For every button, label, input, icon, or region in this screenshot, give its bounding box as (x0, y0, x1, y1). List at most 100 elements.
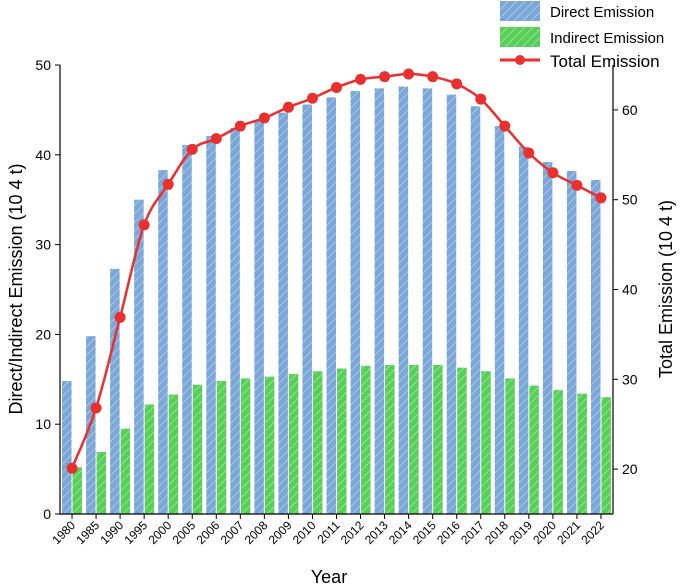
y2-axis-label: Total Emission (10 4 t) (656, 200, 676, 378)
x-tick-label-2011: 2011 (314, 518, 342, 546)
bar-direct-2009 (278, 112, 288, 515)
point-total-2020 (547, 167, 559, 179)
x-tick-label-1995: 1995 (121, 518, 150, 547)
indirect-emission-bars (72, 364, 611, 514)
y-tick-label-10: 10 (35, 416, 51, 432)
x-ticks: 1980198519901995200020052006200720082009… (49, 514, 607, 547)
direct-emission-bars (62, 86, 601, 515)
bar-indirect-1990 (120, 428, 131, 514)
bar-indirect-2020 (553, 390, 563, 514)
point-total-2012 (355, 73, 367, 85)
point-total-2009 (282, 101, 294, 113)
bar-direct-1990 (110, 268, 120, 514)
y-tick-label-30: 30 (35, 237, 51, 253)
bar-direct-2022 (590, 179, 601, 514)
bar-indirect-1985 (96, 452, 107, 514)
x-tick-label-1980: 1980 (49, 518, 78, 547)
x-tick-label-1990: 1990 (97, 518, 126, 547)
x-tick-label-2010: 2010 (290, 518, 319, 547)
y-tick-label-20: 20 (35, 326, 51, 342)
bar-indirect-2005 (192, 384, 203, 514)
legend: Direct Emission Indirect Emission Total … (500, 1, 664, 71)
x-tick-label-2015: 2015 (410, 518, 439, 547)
bar-direct-1995 (134, 199, 144, 514)
point-total-1980 (66, 462, 78, 474)
bar-direct-2000 (158, 170, 168, 515)
bar-indirect-2013 (385, 364, 395, 514)
legend-label-direct: Direct Emission (550, 4, 654, 21)
point-total-2014 (403, 68, 415, 80)
point-total-2005 (186, 143, 198, 155)
bar-direct-2020 (542, 161, 553, 514)
bar-indirect-2015 (433, 364, 443, 514)
bar-indirect-2012 (361, 365, 371, 514)
point-total-2007 (234, 120, 246, 132)
legend-marker-total (515, 55, 525, 65)
x-tick-label-2020: 2020 (530, 518, 559, 547)
bar-direct-2007 (230, 127, 240, 515)
bar-direct-2015 (422, 88, 433, 515)
y-tick-label-0: 0 (43, 506, 51, 522)
bar-direct-1980 (62, 381, 72, 514)
y2-tick-label-30: 30 (622, 371, 638, 387)
point-total-2006 (210, 133, 222, 145)
x-tick-label-1985: 1985 (73, 518, 102, 547)
x-tick-label-2005: 2005 (170, 518, 199, 547)
bar-direct-2018 (494, 126, 505, 515)
x-tick-label-2019: 2019 (506, 518, 535, 547)
bar-indirect-2018 (505, 378, 515, 514)
y-tick-label-40: 40 (35, 147, 51, 163)
point-total-2015 (427, 71, 439, 83)
point-total-2013 (379, 71, 391, 83)
x-tick-label-2009: 2009 (266, 518, 295, 547)
point-total-2000 (162, 178, 174, 190)
y-tick-label-50: 50 (35, 57, 51, 73)
bar-direct-2005 (182, 144, 192, 514)
point-total-1995 (138, 219, 150, 231)
legend-label-indirect: Indirect Emission (550, 30, 664, 47)
right-y-ticks: 20 30 40 50 60 (613, 102, 638, 477)
point-total-2017 (475, 93, 487, 105)
bar-indirect-2010 (312, 371, 323, 514)
x-tick-label-2012: 2012 (338, 518, 367, 547)
point-total-2019 (523, 147, 535, 159)
bar-direct-2010 (302, 104, 312, 515)
point-total-2008 (258, 112, 270, 124)
bar-indirect-2000 (168, 394, 179, 514)
point-total-2011 (331, 81, 342, 93)
x-tick-label-2008: 2008 (242, 518, 271, 547)
x-tick-label-2013: 2013 (362, 518, 391, 547)
legend-swatch-direct (500, 1, 540, 21)
bar-indirect-2014 (409, 364, 419, 514)
total-emission-line (66, 68, 607, 474)
bar-indirect-2011 (337, 368, 347, 514)
legend-swatch-indirect (500, 27, 540, 47)
x-tick-label-2016: 2016 (434, 518, 463, 547)
bar-indirect-2022 (601, 397, 611, 514)
point-total-2016 (451, 78, 463, 90)
point-total-1990 (114, 311, 126, 323)
x-tick-label-2000: 2000 (146, 518, 175, 547)
x-tick-label-2014: 2014 (386, 518, 415, 547)
point-total-1985 (90, 402, 102, 414)
x-tick-label-2017: 2017 (458, 518, 487, 547)
y2-tick-label-60: 60 (622, 102, 638, 118)
y-axis-label: Direct/Indirect Emission (10 4 t) (6, 163, 26, 414)
x-tick-label-2006: 2006 (194, 518, 223, 547)
point-total-2022 (595, 192, 607, 204)
bar-indirect-1980 (72, 467, 83, 514)
bar-direct-2011 (326, 97, 336, 514)
y2-tick-label-40: 40 (622, 282, 638, 298)
bar-direct-2014 (398, 86, 409, 514)
bar-indirect-2021 (577, 393, 587, 514)
bar-direct-2016 (446, 94, 457, 514)
bar-indirect-2006 (216, 381, 227, 514)
bar-indirect-2019 (529, 385, 539, 514)
x-tick-label-2022: 2022 (578, 518, 607, 547)
bar-direct-2012 (350, 91, 361, 515)
bar-direct-2013 (374, 88, 385, 515)
bar-direct-2006 (206, 135, 216, 514)
legend-label-total: Total Emission (550, 52, 660, 71)
y2-tick-label-20: 20 (622, 461, 638, 477)
